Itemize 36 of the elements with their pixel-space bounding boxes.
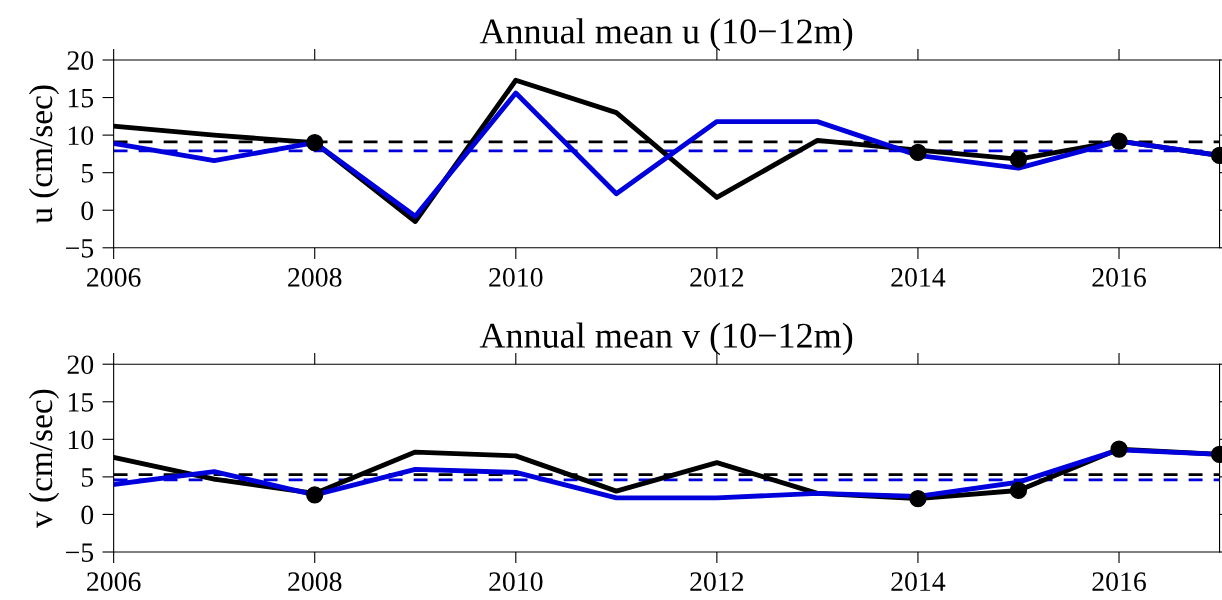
x-tick-label: 2008 [288, 268, 342, 287]
x-tick-label: 2014 [891, 572, 946, 591]
x-tick-label: 2016 [1092, 572, 1146, 591]
point [1110, 132, 1128, 150]
x-tick-label: 2012 [690, 572, 744, 591]
x-tick-label: 2012 [690, 268, 744, 287]
y-tick-label: 5 [81, 468, 94, 487]
y-tick-label: 15 [68, 393, 94, 412]
point [1009, 481, 1028, 500]
y-tick-label: 15 [68, 88, 94, 108]
chart-title: Annual mean u (10−12m) [479, 18, 853, 52]
point [1009, 150, 1028, 168]
y-tick-label: 10 [68, 126, 94, 146]
x-tick-label: 2008 [288, 572, 342, 591]
y-tick-label: 0 [81, 201, 94, 221]
y-axis-title: u (cm/sec) [28, 85, 60, 224]
y-tick-label: 20 [67, 355, 94, 375]
y-tick-label: 10 [68, 430, 94, 450]
x-tick-label: 2014 [891, 268, 946, 287]
point [1110, 440, 1128, 458]
point [306, 134, 324, 152]
chart-title: Annual mean v (10−12m) [479, 322, 853, 356]
point [909, 490, 927, 508]
y-tick-label: 5 [81, 164, 94, 183]
x-tick-label: 2006 [87, 268, 141, 287]
x-tick-label: 2010 [489, 268, 543, 287]
y-axis-title: v (cm/sec) [28, 389, 60, 528]
y-tick-label: 0 [81, 505, 94, 525]
x-tick-label: 2010 [489, 572, 543, 591]
y-tick-label: −5 [66, 543, 94, 562]
x-tick-label: 2016 [1092, 268, 1146, 287]
y-tick-label: 20 [67, 51, 94, 70]
y-tick-label: −5 [66, 239, 94, 258]
point [306, 486, 324, 504]
x-tick-label: 2006 [87, 572, 141, 591]
point [909, 143, 927, 162]
